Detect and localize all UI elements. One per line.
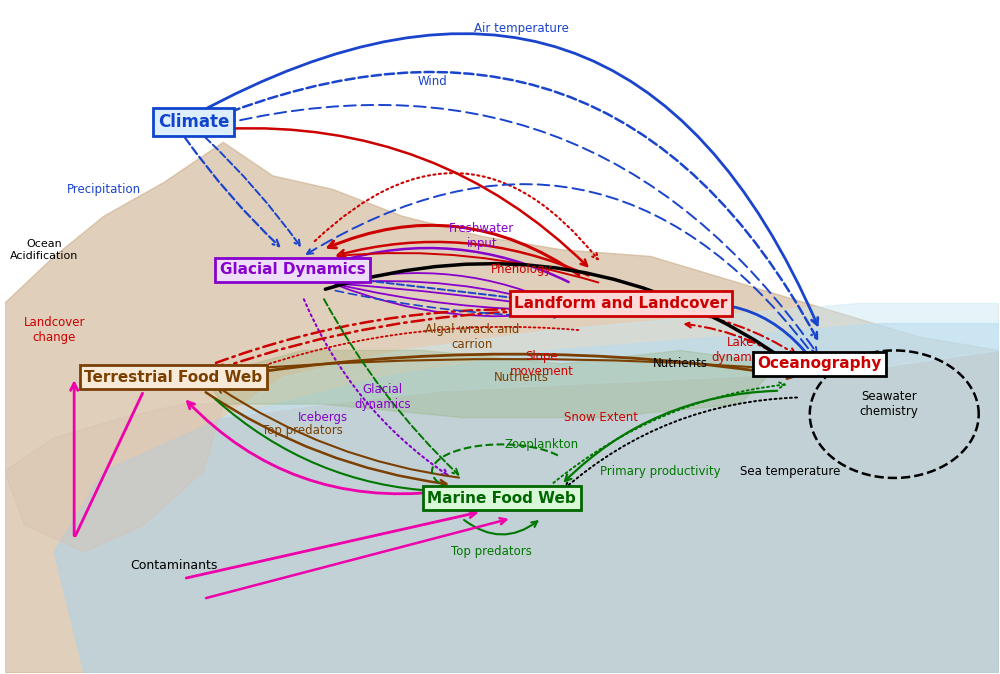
Polygon shape [223, 303, 999, 418]
Text: Phenology: Phenology [491, 264, 552, 276]
Text: Lake
dynamics: Lake dynamics [712, 336, 768, 365]
Text: Landcover
change: Landcover change [24, 316, 85, 344]
Polygon shape [203, 350, 780, 418]
Text: Seawater
chemistry: Seawater chemistry [860, 390, 919, 418]
Text: Climate: Climate [158, 113, 229, 131]
Text: Nutrients: Nutrients [653, 357, 708, 370]
Polygon shape [5, 404, 223, 552]
Text: Glacial Dynamics: Glacial Dynamics [220, 262, 366, 278]
Text: Marine Food Web: Marine Food Web [427, 491, 576, 506]
Text: Algal wrack and
carrion: Algal wrack and carrion [425, 323, 519, 351]
Text: Icebergs: Icebergs [298, 411, 348, 424]
Text: Zooplankton: Zooplankton [504, 438, 578, 451]
Polygon shape [5, 142, 999, 673]
Text: Landform and Landcover: Landform and Landcover [514, 296, 728, 311]
Polygon shape [54, 324, 999, 673]
Text: Contaminants: Contaminants [130, 559, 217, 572]
Text: Freshwater
input: Freshwater input [449, 222, 514, 250]
Text: Precipitation: Precipitation [67, 183, 141, 196]
Text: Primary productivity: Primary productivity [600, 465, 721, 478]
Text: Terrestrial Food Web: Terrestrial Food Web [84, 370, 263, 385]
Text: Nutrients: Nutrients [494, 371, 549, 384]
Text: Wind: Wind [417, 75, 447, 88]
Text: Air temperature: Air temperature [474, 22, 569, 35]
Text: Top predators: Top predators [262, 425, 343, 437]
Text: Sea temperature: Sea temperature [740, 465, 840, 478]
Text: Glacial
dynamics: Glacial dynamics [354, 384, 411, 411]
Text: Snow Extent: Snow Extent [564, 411, 638, 424]
Text: Top predators: Top predators [451, 545, 532, 558]
Text: Slope
movement: Slope movement [509, 350, 573, 378]
Text: Ocean
Acidification: Ocean Acidification [10, 239, 79, 261]
Text: Oceanography: Oceanography [757, 357, 882, 371]
